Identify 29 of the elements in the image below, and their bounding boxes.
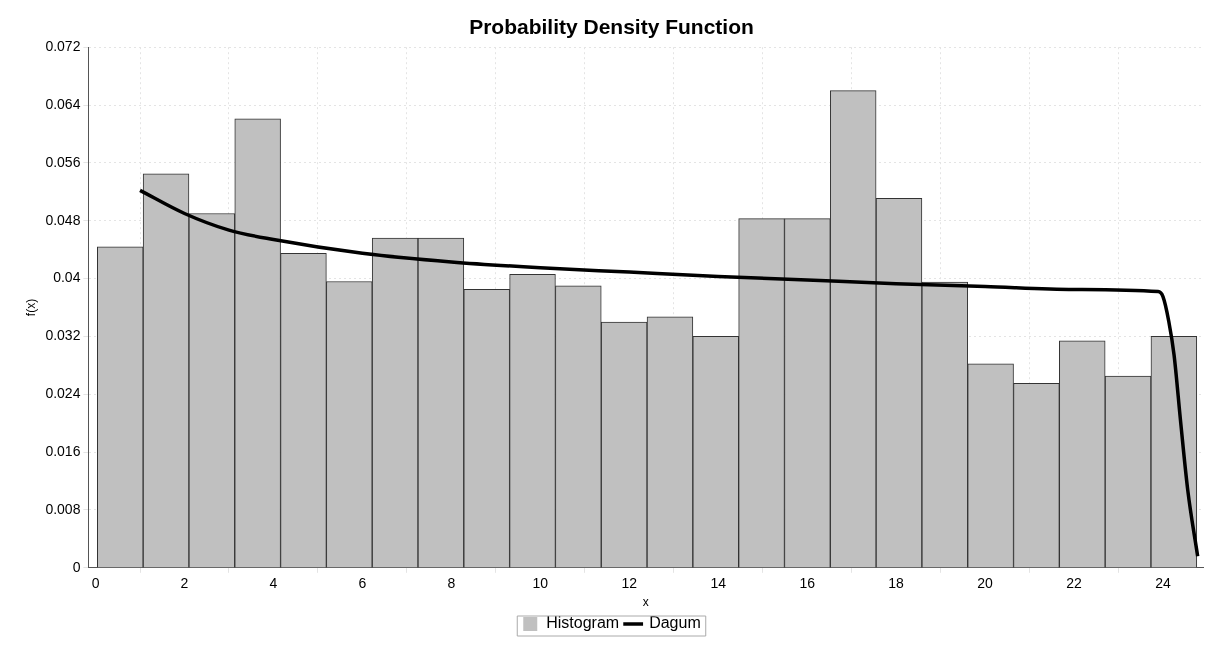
x-tick-label: 14 — [710, 575, 727, 592]
chart-title: Probability Density Function — [469, 15, 754, 39]
legend-label: Histogram — [546, 614, 620, 632]
y-tick-label: 0.016 — [45, 442, 81, 459]
y-tick-label: 0.072 — [45, 38, 81, 55]
x-tick-label: 20 — [977, 575, 994, 592]
y-tick-label: 0.064 — [45, 95, 81, 112]
y-tick-label: 0.056 — [45, 153, 81, 170]
x-tick-label: 2 — [180, 575, 189, 592]
x-axis-title: x — [642, 595, 649, 610]
x-tick-label: 8 — [447, 575, 456, 592]
x-tick-label: 16 — [799, 575, 816, 592]
x-tick-label: 18 — [888, 575, 905, 592]
y-tick-label: 0.032 — [45, 327, 81, 344]
y-tick-label: 0.04 — [53, 269, 81, 286]
x-tick-label: 4 — [269, 575, 278, 592]
legend-label: Dagum — [649, 614, 701, 632]
x-tick-label: 24 — [1155, 575, 1171, 592]
y-tick-label: 0.024 — [45, 385, 81, 402]
y-tick-label: 0 — [72, 558, 81, 575]
x-tick-label: 0 — [91, 575, 100, 592]
x-tick-label: 12 — [621, 575, 638, 592]
x-tick-label: 10 — [532, 575, 549, 592]
x-tick-label: 6 — [358, 575, 367, 592]
y-tick-label: 0.008 — [45, 500, 81, 517]
line-series — [138, 188, 1200, 558]
y-tick-label: 0.048 — [45, 211, 81, 228]
y-axis-title: f(x) — [23, 298, 38, 317]
x-tick-label: 22 — [1066, 575, 1083, 592]
